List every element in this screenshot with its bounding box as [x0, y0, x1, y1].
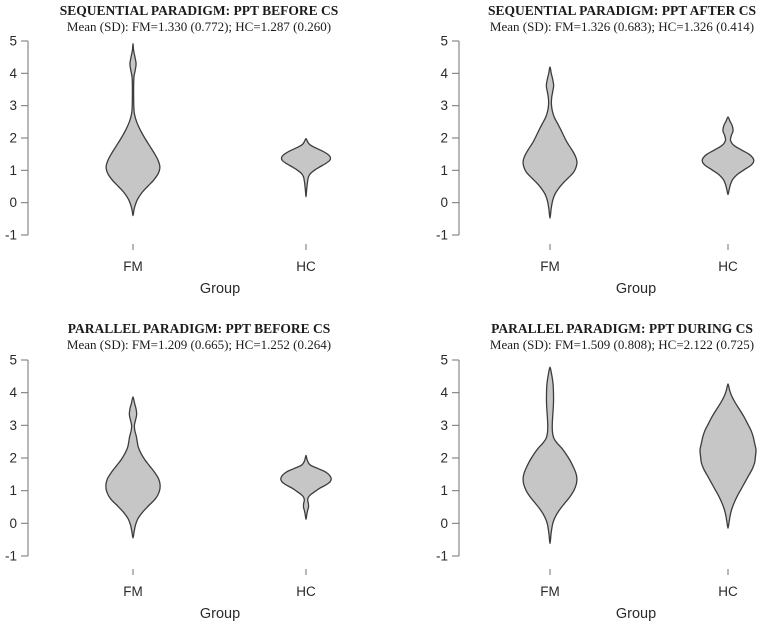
y-tick-label: 0	[440, 195, 448, 210]
y-tick-label: 5	[440, 353, 448, 368]
x-axis-title: Group	[200, 606, 240, 622]
y-tick-label: 2	[9, 131, 17, 146]
y-tick-label: 0	[440, 516, 448, 531]
y-tick-label: 3	[9, 418, 17, 433]
y-tick-label: 5	[9, 34, 17, 49]
category-label: FM	[123, 259, 143, 274]
x-axis-title: Group	[616, 281, 656, 297]
panel-title: SEQUENTIAL PARADIGM: PPT BEFORE CS	[60, 3, 339, 18]
y-tick-label: 0	[9, 195, 17, 210]
violin-hc	[280, 138, 332, 198]
y-tick-label: 4	[440, 66, 448, 81]
y-tick-label: -1	[5, 228, 17, 243]
y-tick-label: 4	[9, 385, 17, 400]
y-tick-label: 5	[9, 353, 17, 368]
panel-subtitle: Mean (SD): FM=1.330 (0.772); HC=1.287 (0…	[67, 19, 331, 34]
y-tick-label: 2	[440, 131, 448, 146]
y-tick-label: 1	[9, 163, 17, 178]
y-tick-label: -1	[5, 549, 17, 564]
category-label: FM	[123, 584, 143, 599]
y-tick-label: 1	[440, 163, 448, 178]
y-tick-label: 4	[440, 385, 448, 400]
y-tick-label: 5	[440, 34, 448, 49]
violin-hc	[701, 116, 755, 196]
violin-hc	[280, 454, 332, 521]
violin-fm	[522, 366, 578, 545]
x-axis-title: Group	[200, 281, 240, 297]
y-tick-label: 0	[9, 516, 17, 531]
category-label: HC	[718, 584, 738, 599]
violin-fm	[105, 42, 161, 217]
panel-title: SEQUENTIAL PARADIGM: PPT AFTER CS	[488, 3, 756, 18]
panel-parallel-before: PARALLEL PARADIGM: PPT BEFORE CS Mean (SD…	[0, 313, 383, 626]
y-tick-label: 1	[440, 483, 448, 498]
y-tick-label: 3	[9, 98, 17, 113]
y-tick-label: 4	[9, 66, 17, 81]
violin-fm	[522, 66, 578, 219]
y-tick-label: 2	[440, 451, 448, 466]
violin-hc	[699, 383, 757, 529]
y-tick-label: -1	[436, 549, 448, 564]
y-tick-label: 1	[9, 483, 17, 498]
category-label: FM	[540, 259, 560, 274]
panel-parallel-during: PARALLEL PARADIGM: PPT DURING CS Mean (SD…	[384, 313, 767, 626]
y-tick-label: -1	[436, 228, 448, 243]
category-label: HC	[718, 259, 738, 274]
category-label: FM	[540, 584, 560, 599]
panel-title: PARALLEL PARADIGM: PPT DURING CS	[491, 321, 753, 336]
panel-sequential-before: SEQUENTIAL PARADIGM: PPT BEFORE CS Mean (…	[0, 0, 383, 313]
y-tick-label: 3	[440, 418, 448, 433]
panel-subtitle: Mean (SD): FM=1.326 (0.683); HC=1.326 (0…	[490, 19, 754, 34]
panel-title: PARALLEL PARADIGM: PPT BEFORE CS	[68, 321, 331, 336]
x-axis-title: Group	[616, 606, 656, 622]
category-label: HC	[296, 259, 316, 274]
category-label: HC	[296, 584, 316, 599]
y-tick-label: 2	[9, 451, 17, 466]
panel-sequential-after: SEQUENTIAL PARADIGM: PPT AFTER CS Mean (S…	[384, 0, 767, 313]
panel-subtitle: Mean (SD): FM=1.509 (0.808); HC=2.122 (0…	[490, 337, 754, 352]
y-tick-label: 3	[440, 98, 448, 113]
violin-fm	[105, 396, 161, 539]
panel-subtitle: Mean (SD): FM=1.209 (0.665); HC=1.252 (0…	[67, 337, 331, 352]
